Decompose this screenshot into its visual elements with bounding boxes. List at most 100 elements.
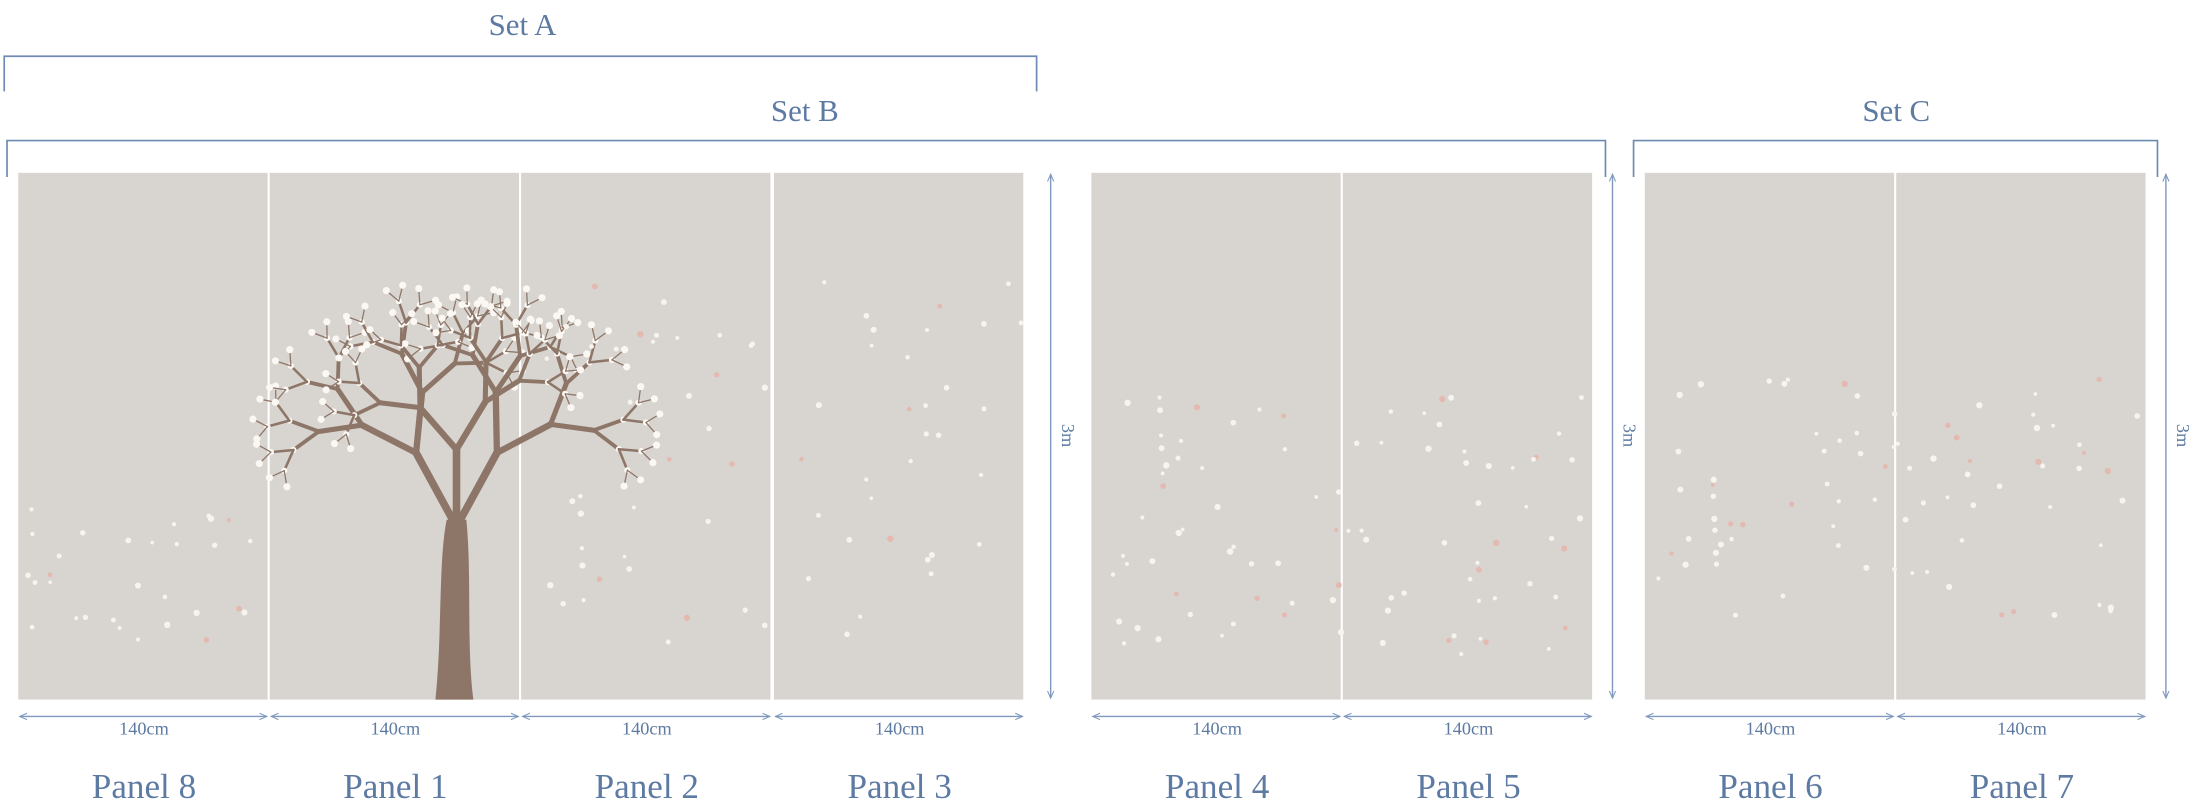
petal [749, 343, 754, 348]
blossom [623, 363, 630, 370]
blossom [523, 285, 530, 292]
petal [937, 304, 942, 309]
petal [1698, 381, 1704, 387]
petal [864, 313, 870, 319]
petal [979, 473, 983, 477]
petal [1463, 460, 1469, 466]
blossom [621, 346, 628, 353]
panel-label: Panel 1 [343, 767, 447, 805]
petal [1422, 411, 1426, 415]
blossom [319, 398, 326, 405]
petal [743, 608, 748, 613]
panel-label: Panel 7 [1970, 767, 2074, 805]
petal [1179, 439, 1183, 443]
petal [1781, 381, 1787, 387]
blossom [435, 302, 442, 309]
branch [519, 381, 548, 382]
petal [125, 538, 131, 544]
petal [1842, 381, 1848, 387]
blossom [366, 326, 373, 333]
petal [2097, 377, 2102, 382]
panel [521, 173, 770, 700]
height-label: 3m [2173, 424, 2193, 447]
blossom [266, 384, 273, 391]
petal [1976, 402, 1982, 408]
petal [2011, 609, 2016, 614]
petal [33, 580, 38, 585]
petal [762, 385, 768, 391]
petal [589, 344, 594, 349]
petal [1159, 445, 1165, 451]
petal [2052, 612, 2058, 618]
petal [172, 522, 176, 526]
petal [1766, 378, 1771, 383]
height-label: 3m [1058, 424, 1078, 447]
blossom [577, 366, 584, 373]
panel-label: Panel 4 [1165, 767, 1269, 805]
petal [1711, 477, 1717, 483]
petal [136, 638, 140, 642]
petal [1157, 396, 1161, 400]
petal [1968, 459, 1972, 463]
blossom [383, 287, 390, 294]
petal [822, 280, 826, 284]
petal [2040, 463, 2045, 468]
blossom [318, 416, 325, 423]
blossom [415, 285, 422, 292]
blossom [556, 332, 563, 339]
petal [684, 615, 690, 621]
petal [981, 406, 986, 411]
petal [1477, 599, 1481, 603]
blossom [256, 460, 263, 467]
blossom [363, 341, 370, 348]
petal [1459, 652, 1463, 656]
petal [1837, 499, 1841, 503]
blossom [605, 327, 612, 334]
petal [1921, 500, 1926, 505]
petal [1160, 483, 1166, 489]
petal [1336, 582, 1342, 588]
petal [1475, 500, 1481, 506]
petal [1181, 528, 1185, 532]
petal [1174, 592, 1179, 597]
blossom [323, 386, 330, 393]
blossom [256, 396, 263, 403]
petal [208, 515, 214, 521]
blossom [249, 416, 256, 423]
petal [1729, 537, 1734, 542]
petal [1831, 524, 1835, 528]
petal [1360, 529, 1364, 533]
petal [1561, 546, 1567, 552]
petal [2031, 413, 2035, 417]
petal [1215, 504, 1221, 510]
petal [2051, 424, 2055, 428]
petal [706, 426, 711, 431]
branch [401, 325, 402, 346]
petal [1547, 647, 1551, 651]
blossom [583, 351, 590, 358]
petal [2048, 505, 2052, 509]
blossom [588, 321, 595, 328]
petal [163, 595, 168, 600]
petal [1836, 543, 1841, 548]
petal [1442, 540, 1448, 546]
petal [1910, 571, 1914, 575]
petal [2105, 468, 2111, 474]
petal [592, 284, 598, 290]
petal [1462, 450, 1466, 454]
branch [339, 382, 360, 383]
petal [729, 461, 734, 466]
blossom [512, 319, 519, 326]
petal [579, 562, 585, 568]
petal [1825, 482, 1830, 487]
blossom [447, 310, 454, 317]
petal [1282, 612, 1287, 617]
blossom [504, 300, 511, 307]
petal [1946, 584, 1952, 590]
blossom [331, 440, 338, 447]
petal [844, 632, 850, 638]
petal [1439, 396, 1445, 402]
width-label: 140cm [1997, 719, 2047, 739]
branch [501, 317, 502, 338]
